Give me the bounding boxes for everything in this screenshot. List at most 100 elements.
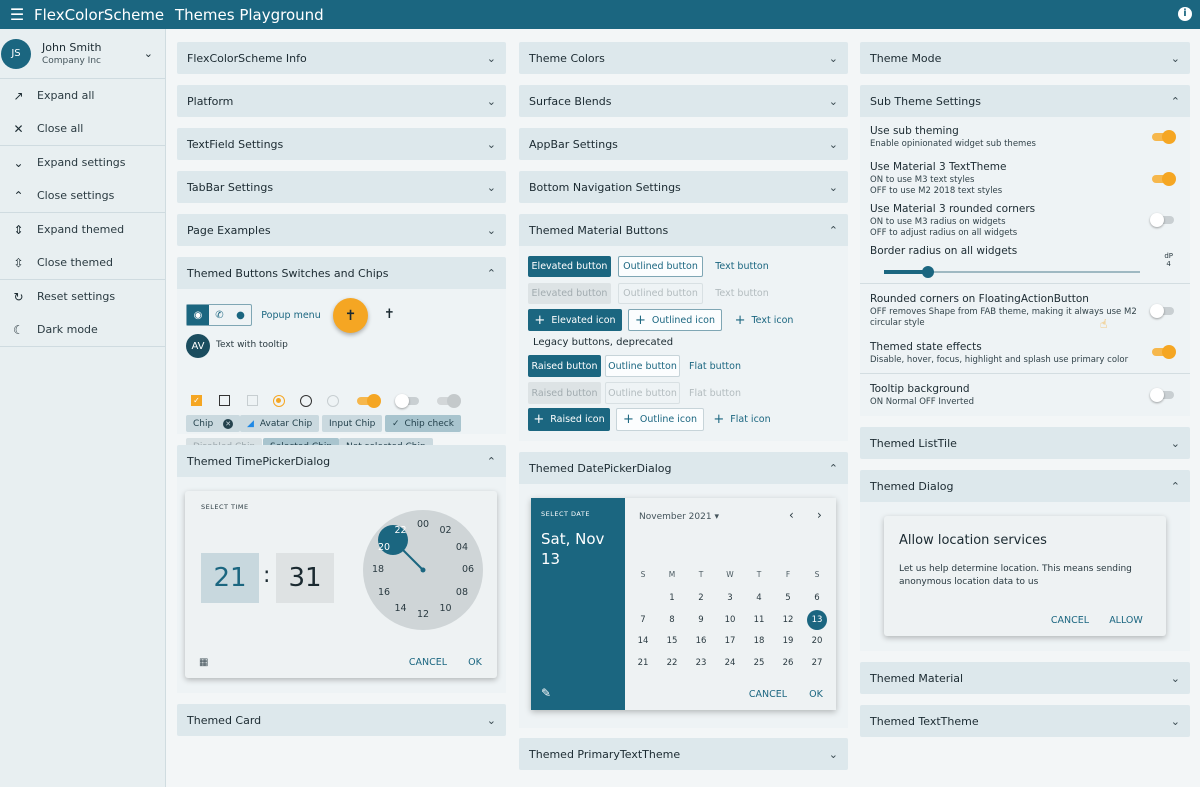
switch-fab-rounded-corners[interactable]	[1150, 304, 1174, 318]
clock-dial[interactable]	[362, 509, 484, 631]
dial-number[interactable]: 22	[394, 525, 407, 537]
input-chip[interactable]: Input Chip	[322, 415, 383, 432]
panel-header[interactable]: Sub Theme Settings ⌃	[860, 85, 1190, 117]
outline-icon-button[interactable]: + Outline icon	[616, 408, 704, 431]
dial-number[interactable]: 08	[455, 586, 469, 598]
calendar-day[interactable]: 18	[753, 636, 765, 646]
calendar-day[interactable]: 10	[724, 614, 736, 625]
dial-number[interactable]: 12	[416, 609, 430, 620]
previous-month-icon[interactable]: ‹	[789, 508, 794, 522]
panel-themed-material[interactable]: Themed Material ⌄	[860, 662, 1190, 694]
panel-appbar-settings[interactable]: AppBar Settings ⌄	[519, 128, 848, 160]
panel-header[interactable]: Themed DatePickerDialog ⌃	[519, 452, 848, 484]
panel-theme-mode[interactable]: Theme Mode ⌄	[860, 42, 1190, 74]
calendar-day[interactable]: 16	[695, 636, 707, 646]
chip[interactable]: Chip ✕	[186, 415, 241, 432]
panel-header[interactable]: Themed Material Buttons ⌃	[519, 214, 848, 246]
radio-unselected[interactable]	[300, 395, 312, 407]
panel-themed-listtile[interactable]: Themed ListTile ⌄	[860, 427, 1190, 459]
close-all-item[interactable]: ✕ Close all	[0, 112, 165, 145]
toggle-account-icon[interactable]: ●	[236, 309, 245, 321]
calendar-day[interactable]: 22	[666, 657, 678, 668]
calendar-day[interactable]: 17	[724, 636, 736, 646]
panel-header[interactable]: Themed Buttons Switches and Chips ⌃	[177, 257, 506, 289]
panel-header[interactable]: Themed Dialog ⌃	[860, 470, 1190, 502]
cancel-button[interactable]: CANCEL	[408, 656, 448, 668]
elevated-button[interactable]: Elevated button	[528, 256, 611, 277]
dial-number[interactable]: 20	[377, 541, 391, 553]
keyboard-icon[interactable]: ▦	[199, 657, 209, 668]
calendar-day[interactable]: 20	[811, 636, 823, 646]
border-radius-slider[interactable]	[884, 266, 1140, 278]
tooltip-text[interactable]: Text with tooltip	[216, 340, 288, 350]
dial-number[interactable]: 04	[455, 541, 469, 553]
calendar-day[interactable]: 14	[637, 636, 649, 646]
calendar-day[interactable]: 11	[753, 614, 765, 625]
fab-accessibility-button[interactable]: ✝	[333, 298, 368, 333]
switch-tooltip-background[interactable]	[1150, 388, 1174, 402]
calendar-day[interactable]: 8	[669, 614, 675, 625]
month-year-dropdown[interactable]: November 2021 ▾	[639, 512, 719, 522]
next-month-icon[interactable]: ›	[817, 508, 822, 522]
dial-number[interactable]: 14	[394, 602, 407, 614]
raised-button[interactable]: Raised button	[528, 355, 601, 377]
expand-settings-item[interactable]: ⌄ Expand settings	[0, 146, 165, 179]
panel-bottom-navigation-settings[interactable]: Bottom Navigation Settings ⌄	[519, 171, 848, 203]
panel-themed-card[interactable]: Themed Card ⌄	[177, 704, 506, 736]
switch-on[interactable]	[357, 394, 381, 408]
expand-themed-item[interactable]: ⇕ Expand themed	[0, 213, 165, 246]
outlined-icon-button[interactable]: + Outlined icon	[628, 309, 722, 331]
info-icon[interactable]: i	[1178, 7, 1192, 21]
calendar-day[interactable]: 2	[698, 593, 704, 603]
calendar-day[interactable]: 6	[814, 593, 820, 603]
checkbox-checked[interactable]: ✓	[191, 395, 202, 406]
dial-number[interactable]: 16	[377, 586, 391, 598]
toggle-phone-icon[interactable]: ✆	[215, 309, 224, 321]
panel-textfield-settings[interactable]: TextField Settings ⌄	[177, 128, 506, 160]
panel-tabbar-settings[interactable]: TabBar Settings ⌄	[177, 171, 506, 203]
close-icon[interactable]: ✕	[223, 418, 234, 429]
slider-thumb[interactable]	[921, 266, 934, 278]
panel-themed-primarytexttheme[interactable]: Themed PrimaryTextTheme ⌄	[519, 738, 848, 770]
flat-icon-button[interactable]: + Flat icon	[709, 408, 775, 431]
popup-menu-button[interactable]: Popup menu	[261, 309, 321, 321]
dial-number[interactable]: 10	[439, 602, 452, 614]
edit-icon[interactable]: ✎	[541, 686, 552, 700]
chevron-down-icon[interactable]: ⌄	[143, 47, 153, 60]
hour-field[interactable]: 21	[201, 553, 259, 603]
close-themed-item[interactable]: ⇳ Close themed	[0, 246, 165, 279]
switch-m3-rounded-corners[interactable]	[1150, 213, 1174, 227]
dial-number[interactable]: 06	[461, 564, 475, 575]
dial-number[interactable]: 02	[439, 525, 452, 537]
toggle-android-icon[interactable]: ◉	[187, 305, 209, 325]
switch-themed-state-effects[interactable]	[1152, 345, 1176, 359]
avatar-chip[interactable]: ◢ Avatar Chip	[240, 415, 320, 432]
minute-field[interactable]: 31	[276, 553, 334, 603]
allow-button[interactable]: ALLOW	[1109, 614, 1143, 626]
calendar-day[interactable]: 9	[698, 614, 704, 625]
panel-platform[interactable]: Platform ⌄	[177, 85, 506, 117]
ok-button[interactable]: OK	[809, 688, 823, 700]
calendar-day[interactable]: 24	[724, 657, 736, 668]
menu-icon[interactable]: ☰	[9, 5, 25, 24]
text-button[interactable]: Text button	[715, 261, 769, 272]
expand-all-item[interactable]: ↗ Expand all	[0, 79, 165, 112]
dark-mode-item[interactable]: ☾ Dark mode	[0, 313, 165, 346]
close-settings-item[interactable]: ⌃ Close settings	[0, 179, 165, 212]
radio-selected[interactable]	[273, 395, 285, 407]
calendar-day[interactable]: 25	[753, 657, 765, 668]
elevated-icon-button[interactable]: + Elevated icon	[528, 309, 622, 331]
panel-header[interactable]: Themed TimePickerDialog ⌃	[177, 445, 506, 477]
panel-page-examples[interactable]: Page Examples ⌄	[177, 214, 506, 246]
switch-off[interactable]	[395, 394, 419, 408]
ok-button[interactable]: OK	[468, 656, 482, 668]
calendar-day[interactable]: 19	[782, 636, 794, 646]
accessibility-icon-button[interactable]: ✝	[384, 307, 395, 322]
dial-number[interactable]: 18	[371, 564, 385, 575]
reset-settings-item[interactable]: ↻ Reset settings	[0, 280, 165, 313]
panel-theme-colors[interactable]: Theme Colors ⌄	[519, 42, 848, 74]
calendar-day[interactable]: 13	[807, 609, 827, 630]
calendar-day[interactable]: 4	[756, 593, 762, 603]
calendar-day[interactable]: 1	[669, 593, 675, 603]
panel-themed-texttheme[interactable]: Themed TextTheme ⌄	[860, 705, 1190, 737]
